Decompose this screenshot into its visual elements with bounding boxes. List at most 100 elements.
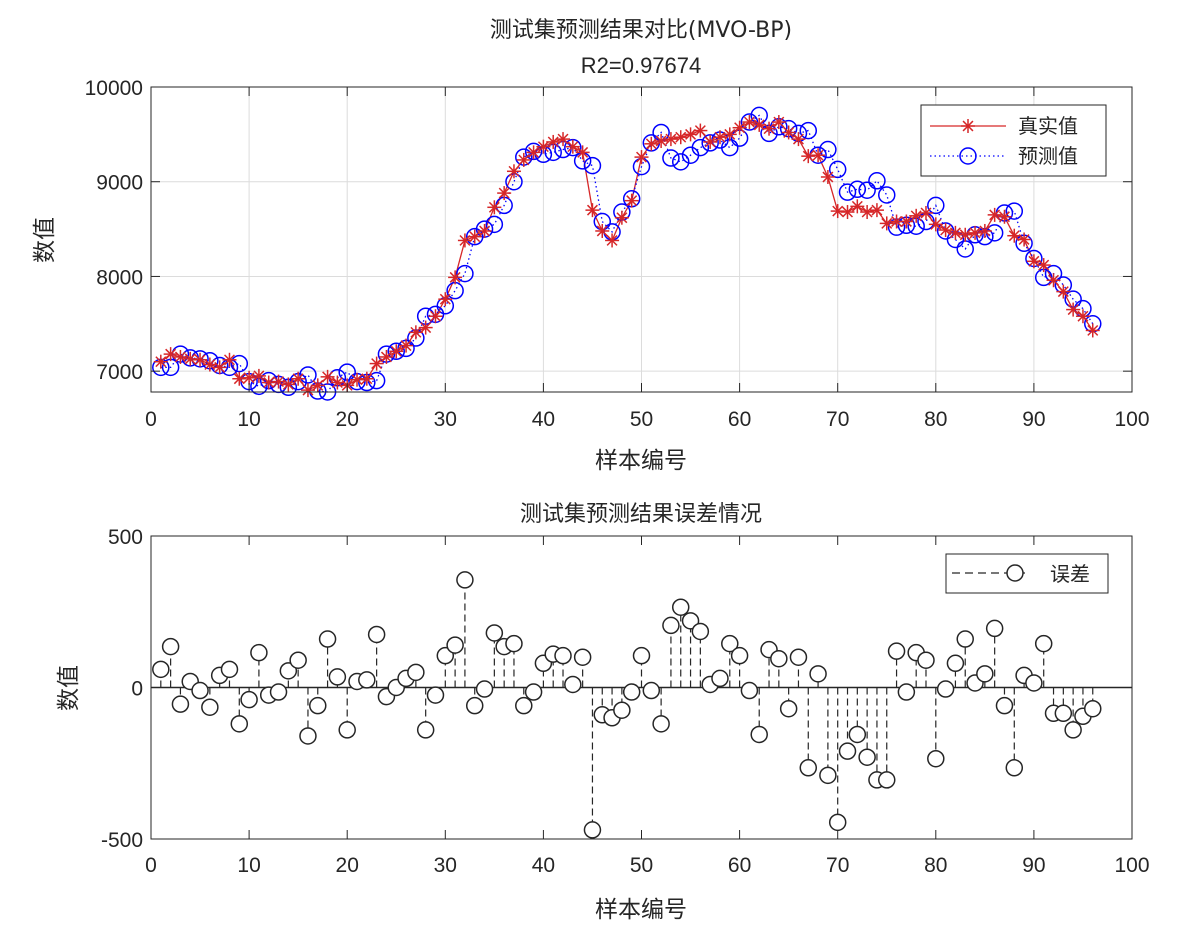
true-point (948, 225, 963, 240)
true-point (418, 320, 433, 335)
error-point (917, 651, 935, 669)
top-x-tick-label: 80 (924, 408, 947, 431)
true-point (1066, 302, 1081, 317)
true-point (477, 223, 492, 238)
true-point (634, 150, 649, 165)
pred-point (878, 186, 896, 204)
true-point (497, 186, 512, 201)
pred-point (564, 138, 582, 157)
true-point (654, 133, 669, 148)
true-point (281, 377, 296, 392)
error-point (524, 683, 543, 701)
true-point (467, 229, 482, 244)
bottom-x-tick-label: 70 (826, 854, 849, 877)
true-point (1007, 228, 1022, 243)
pred-point (662, 149, 680, 167)
true-point (153, 354, 168, 369)
true-point (575, 145, 590, 160)
error-point (436, 646, 455, 665)
true-point (516, 152, 531, 167)
error-point (730, 646, 749, 665)
top-x-tick-label: 60 (728, 408, 751, 431)
error-point (878, 771, 896, 789)
error-point (171, 695, 190, 713)
true-point (556, 132, 571, 147)
error-point (564, 675, 582, 694)
error-point (407, 663, 425, 682)
legend-true-asterisk (961, 119, 975, 133)
error-point (887, 642, 906, 660)
pred-point (691, 138, 710, 157)
true-point (644, 136, 659, 151)
true-point (869, 203, 884, 218)
true-point (448, 270, 463, 285)
pred-point (456, 264, 474, 283)
true-point (968, 225, 983, 240)
error-point (456, 571, 474, 589)
error-point (446, 636, 464, 654)
pred-point (299, 366, 317, 384)
bottom-x-tick-label: 10 (237, 854, 260, 877)
top-series (152, 106, 1102, 401)
error-point (789, 648, 808, 666)
true-point (850, 199, 865, 214)
error-point (1025, 674, 1043, 692)
top-y-tick-label: 8000 (96, 266, 143, 289)
pred-point (868, 172, 886, 190)
top-x-tick-label: 30 (434, 408, 457, 431)
true-point (320, 369, 335, 384)
top-chart-title: 测试集预测结果对比(MVO-BP) (490, 18, 792, 43)
error-point (1064, 721, 1082, 739)
true-point (595, 223, 610, 238)
true-point (820, 169, 835, 184)
bottom-x-axis-label: 样本编号 (595, 897, 687, 923)
true-point (879, 216, 894, 231)
true-point (732, 120, 747, 135)
error-point (583, 821, 602, 839)
error-point (475, 680, 494, 698)
error-point (505, 634, 523, 653)
bottom-x-tick-label: 0 (145, 854, 157, 877)
bottom-y-tick-label: 500 (108, 526, 143, 549)
pred-point (230, 354, 249, 373)
true-point (1046, 273, 1061, 288)
true-point (977, 223, 992, 238)
true-point (389, 344, 404, 359)
error-point (309, 696, 327, 715)
bottom-y-tick-label: -500 (101, 829, 143, 852)
true-point (683, 127, 698, 142)
pred-point (671, 153, 690, 171)
error-point (819, 766, 837, 785)
error-point (367, 625, 386, 644)
error-point (269, 683, 288, 701)
true-point (1085, 323, 1100, 338)
legend-error-label: 误差 (1050, 562, 1090, 586)
true-point (938, 223, 953, 238)
true-point (173, 349, 188, 364)
true-point (546, 134, 561, 149)
error-point (1054, 704, 1073, 723)
true-point (242, 370, 257, 385)
pred-point (485, 215, 504, 234)
true-point (271, 374, 286, 389)
pred-point (927, 196, 945, 215)
series-pred-line (160, 114, 1094, 393)
error-point (426, 686, 445, 704)
pred-point (819, 140, 837, 159)
error-point (161, 637, 180, 656)
error-point (1034, 634, 1053, 653)
error-point (848, 725, 867, 744)
error-point (721, 634, 739, 653)
true-point (614, 210, 629, 225)
top-legend: 真实值 预测值 (920, 104, 1107, 177)
top-x-tick-label: 10 (237, 408, 260, 431)
error-point (642, 681, 661, 700)
true-point (438, 292, 453, 307)
true-point (300, 383, 315, 398)
pred-point (828, 160, 847, 179)
true-point (791, 132, 806, 147)
pred-point (838, 183, 857, 201)
bottom-series (152, 571, 1102, 839)
error-point (318, 630, 337, 648)
